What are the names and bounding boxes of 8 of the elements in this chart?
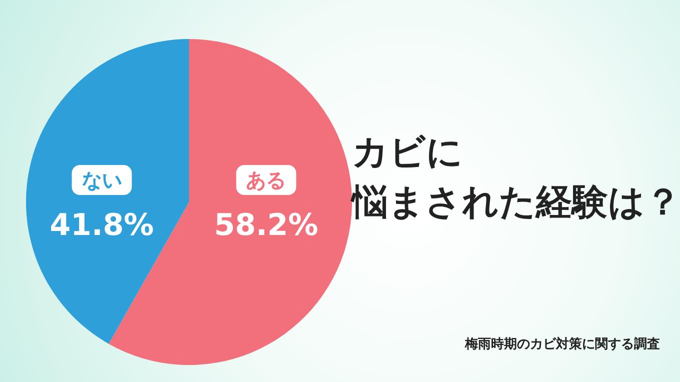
- text: カビに: [352, 131, 464, 175]
- data-label: 41.8%: [50, 208, 154, 243]
- slice-label: ある: [246, 168, 286, 192]
- pie-slice: [26, 39, 189, 344]
- data-label: 58.2%: [214, 208, 318, 243]
- text: 悩まされた経験は？: [352, 181, 680, 225]
- text: 梅雨時期のカビ対策に関する調査: [465, 336, 660, 353]
- slice-label: ない: [82, 168, 122, 192]
